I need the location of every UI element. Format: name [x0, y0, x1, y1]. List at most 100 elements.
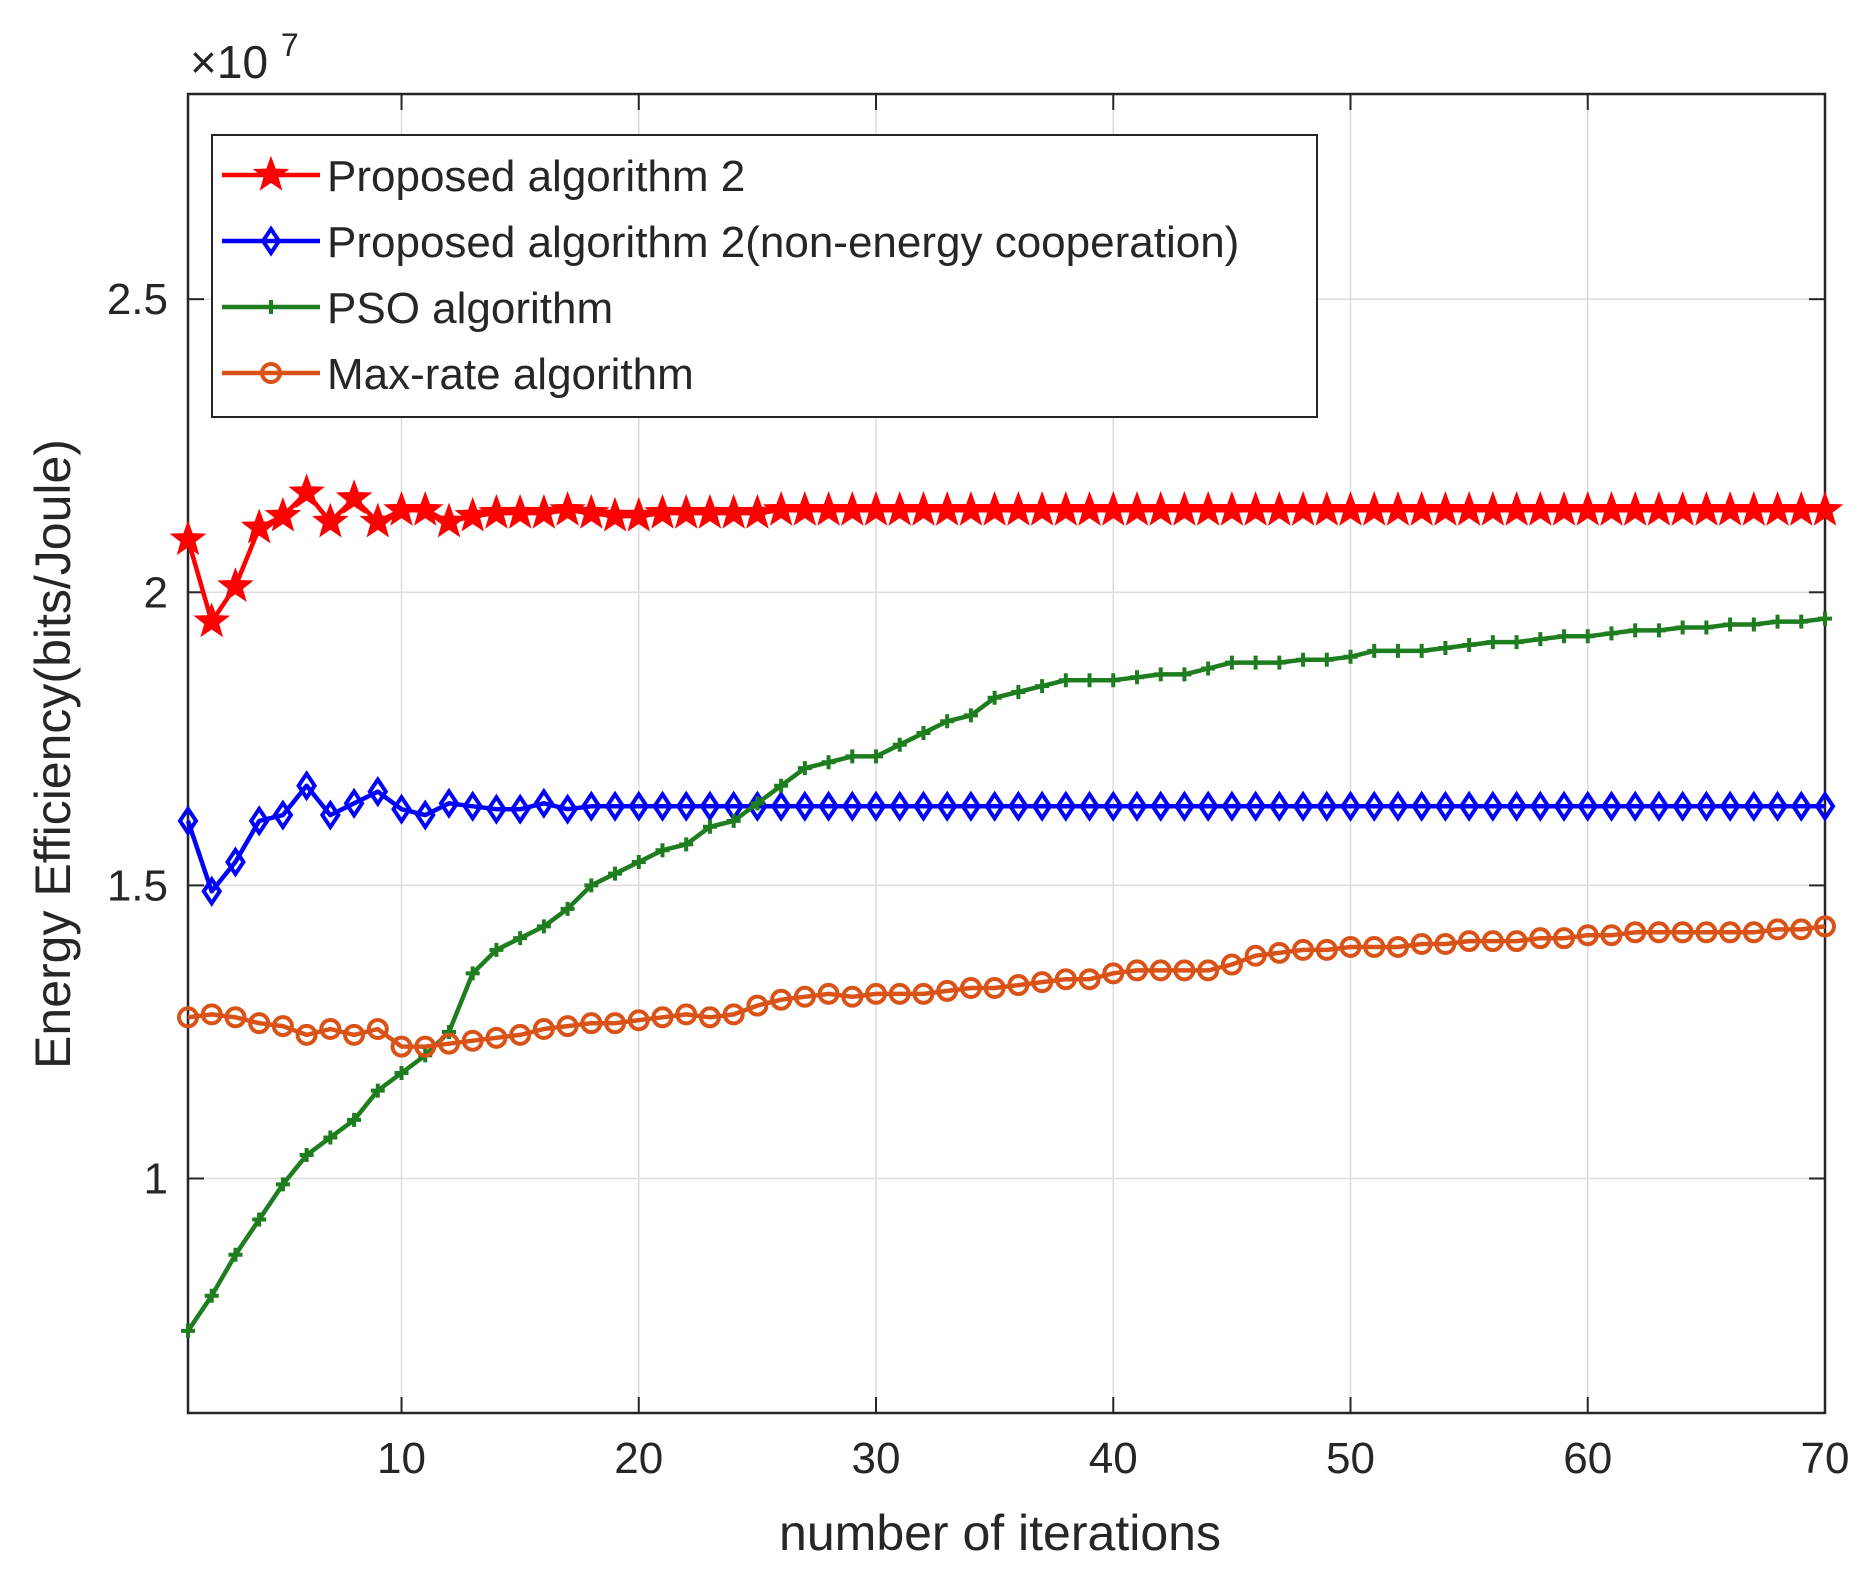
data-point-marker: [1699, 620, 1714, 635]
data-point-marker: [960, 790, 982, 822]
data-point-marker: [536, 919, 551, 934]
data-point-marker: [1125, 959, 1148, 982]
data-point-marker: [959, 976, 982, 999]
data-point-marker: [1031, 790, 1053, 822]
data-point-marker: [841, 790, 863, 822]
data-point-marker: [1268, 790, 1290, 822]
data-point-marker: [390, 1035, 413, 1058]
data-point-marker: [1197, 959, 1220, 982]
data-point-marker: [1529, 927, 1552, 950]
data-point-marker: [295, 1023, 318, 1046]
data-point-marker: [1723, 617, 1738, 632]
data-point-marker: [462, 790, 484, 822]
data-point-marker: [347, 1112, 362, 1127]
data-point-marker: [652, 790, 673, 822]
data-point-marker: [366, 1018, 389, 1041]
data-point-marker: [1268, 941, 1291, 964]
data-point-marker: [916, 725, 931, 740]
data-point-marker: [557, 793, 578, 825]
legend-swatch-marker: [264, 300, 278, 314]
data-point-marker: [1292, 790, 1314, 822]
data-point-marker: [1079, 790, 1100, 822]
data-point-marker: [299, 1148, 314, 1163]
data-point-marker: [1315, 938, 1338, 961]
data-point-marker: [430, 502, 468, 538]
data-point-marker: [549, 490, 586, 526]
y-axis-label: Energy Efficiency(bits/Joule): [25, 439, 81, 1069]
data-point-marker: [204, 1288, 219, 1303]
data-point-marker: [1435, 790, 1456, 822]
data-point-marker: [264, 496, 302, 532]
data-point-marker: [513, 931, 528, 946]
data-point-marker: [414, 1035, 437, 1058]
data-point-marker: [726, 813, 741, 828]
data-point-marker: [1766, 918, 1789, 941]
data-point-marker: [675, 790, 697, 822]
data-point-marker: [1624, 921, 1647, 944]
data-point-marker: [1054, 968, 1077, 991]
data-point-marker: [912, 982, 935, 1005]
data-point-marker: [1794, 614, 1809, 629]
data-point-marker: [407, 491, 444, 526]
data-point-marker: [486, 793, 507, 825]
data-point-marker: [1651, 623, 1666, 638]
data-point-marker: [1533, 632, 1548, 647]
data-point-marker: [438, 787, 460, 819]
data-point-marker: [1224, 655, 1239, 670]
data-point-marker: [1082, 673, 1097, 688]
data-point-marker: [1292, 938, 1315, 961]
data-point-marker: [1220, 953, 1243, 976]
data-point-marker: [580, 790, 602, 822]
data-point-marker: [335, 479, 373, 514]
data-point-marker: [604, 790, 626, 822]
y-tick-label: 1.5: [107, 861, 168, 910]
data-point-marker: [1576, 924, 1599, 947]
data-point-marker: [1438, 640, 1453, 655]
data-point-marker: [1150, 790, 1172, 822]
data-point-marker: [252, 1212, 267, 1227]
data-point-marker: [1102, 962, 1125, 985]
x-tick-label: 70: [1801, 1434, 1850, 1483]
data-point-marker: [1174, 790, 1195, 822]
data-point-marker: [1770, 614, 1785, 629]
data-point-marker: [1296, 652, 1311, 667]
data-point-marker: [1177, 667, 1192, 682]
data-point-marker: [1767, 790, 1788, 822]
data-point-marker: [770, 988, 793, 1011]
data-point-marker: [1695, 790, 1717, 822]
data-point-marker: [1386, 935, 1409, 958]
data-point-marker: [461, 1029, 484, 1052]
data-point-marker: [1173, 959, 1196, 982]
series-line: [186, 616, 1826, 1333]
plot-area-frame: [186, 92, 1827, 1415]
data-point-marker: [936, 790, 958, 822]
y-exponent-base: ×10: [190, 36, 268, 88]
x-tick-label: 60: [1563, 1434, 1612, 1483]
data-point-marker: [1672, 790, 1694, 822]
x-tick-label: 10: [377, 1434, 426, 1483]
data-point-marker: [275, 1177, 290, 1192]
data-point-marker: [1387, 790, 1409, 822]
legend-entry-3: PSO algorithm: [222, 284, 613, 333]
data-point-marker: [533, 787, 555, 819]
data-point-marker: [509, 793, 531, 825]
data-point-marker: [1340, 790, 1361, 822]
data-point-marker: [1557, 629, 1572, 644]
data-point-marker: [1485, 635, 1500, 650]
data-point-marker: [1553, 927, 1576, 950]
data-point-marker: [359, 502, 397, 538]
data-point-marker: [1719, 790, 1741, 822]
data-point-marker: [1553, 790, 1575, 822]
data-point-marker: [651, 1006, 674, 1029]
legend-entry-4: Max-rate algorithm: [222, 350, 694, 399]
data-point-marker: [224, 1006, 247, 1029]
data-point-marker: [1031, 971, 1054, 994]
data-point-marker: [1058, 673, 1073, 688]
y-tick-label: 2: [144, 568, 168, 617]
data-point-marker: [722, 1003, 745, 1026]
data-point-marker: [1482, 790, 1504, 822]
legend-label: Max-rate algorithm: [327, 350, 694, 399]
series-line: [187, 924, 1826, 1049]
y-tick-label: 1: [144, 1155, 168, 1204]
data-point-marker: [181, 1323, 195, 1338]
